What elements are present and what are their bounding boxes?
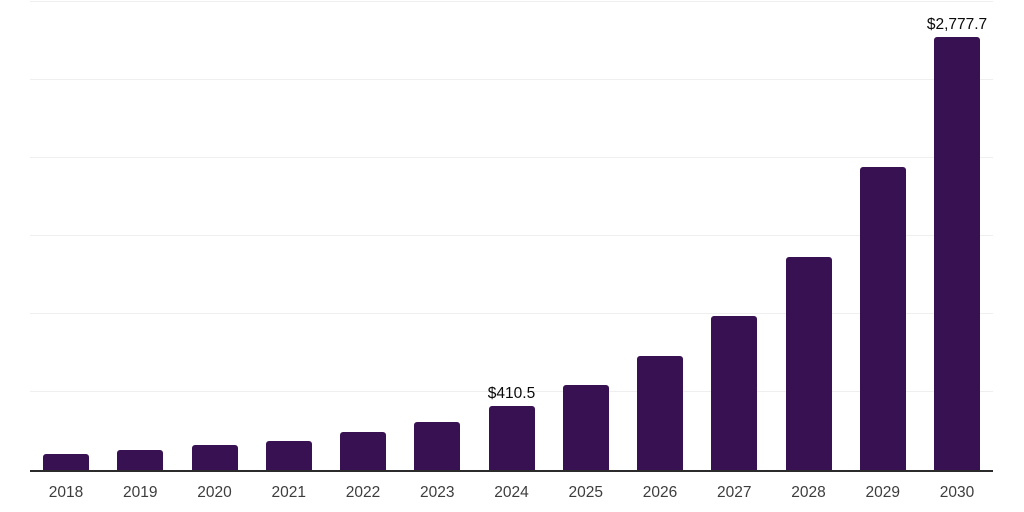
bar-column bbox=[414, 421, 461, 470]
x-axis-label: 2028 bbox=[791, 484, 826, 501]
bar bbox=[488, 405, 535, 470]
gridline bbox=[30, 1, 993, 2]
bar bbox=[191, 445, 238, 470]
x-axis-label: 2021 bbox=[271, 484, 306, 501]
bar-value-label: $410.5 bbox=[487, 384, 536, 402]
bar-column: $410.5 bbox=[488, 385, 535, 470]
bar bbox=[43, 454, 89, 470]
x-axis-label: 2030 bbox=[939, 484, 975, 501]
x-axis-labels: 2018 2019 2020 2021 2022 2023 2024 2025 2026 2027… bbox=[30, 484, 993, 502]
x-axis-label: 2029 bbox=[865, 484, 900, 501]
bar bbox=[859, 167, 906, 470]
bar-column bbox=[191, 445, 238, 470]
bar-column bbox=[859, 167, 906, 470]
bar bbox=[934, 36, 980, 470]
x-axis-label: 2023 bbox=[420, 484, 455, 501]
bar bbox=[414, 421, 461, 470]
bar-column bbox=[117, 450, 164, 470]
bar bbox=[562, 384, 609, 470]
bar bbox=[340, 432, 386, 470]
bar-column bbox=[637, 355, 683, 470]
gridline bbox=[30, 235, 993, 236]
x-axis-label: 2024 bbox=[494, 484, 529, 501]
bar bbox=[637, 355, 683, 470]
bar bbox=[265, 440, 312, 470]
bar-value-label: $2,777.7 bbox=[926, 15, 988, 33]
gridline bbox=[30, 391, 993, 392]
x-axis-label: 2026 bbox=[642, 484, 678, 501]
plot-area: $410.5 $2,777.7 bbox=[30, 1, 993, 472]
bars-container: $410.5 $2,777.7 bbox=[30, 2, 993, 470]
x-axis-label: 2027 bbox=[717, 484, 752, 501]
bar-column: $2,777.7 bbox=[927, 16, 987, 470]
bar-column bbox=[562, 384, 609, 470]
x-axis-label: 2020 bbox=[197, 484, 232, 501]
bar bbox=[711, 316, 758, 470]
x-axis-label: 2022 bbox=[345, 484, 381, 501]
bar-column bbox=[711, 316, 758, 470]
gridline bbox=[30, 79, 993, 80]
x-axis-label: 2018 bbox=[48, 484, 84, 501]
gridline bbox=[30, 313, 993, 314]
bar-column bbox=[265, 440, 312, 470]
bar bbox=[117, 450, 164, 470]
bar-column bbox=[340, 432, 386, 470]
bar-column bbox=[43, 454, 89, 470]
x-axis-label: 2025 bbox=[568, 484, 603, 501]
x-axis-label: 2019 bbox=[123, 484, 158, 501]
gridline bbox=[30, 157, 993, 158]
bar-column bbox=[785, 257, 832, 470]
bar bbox=[785, 257, 832, 470]
